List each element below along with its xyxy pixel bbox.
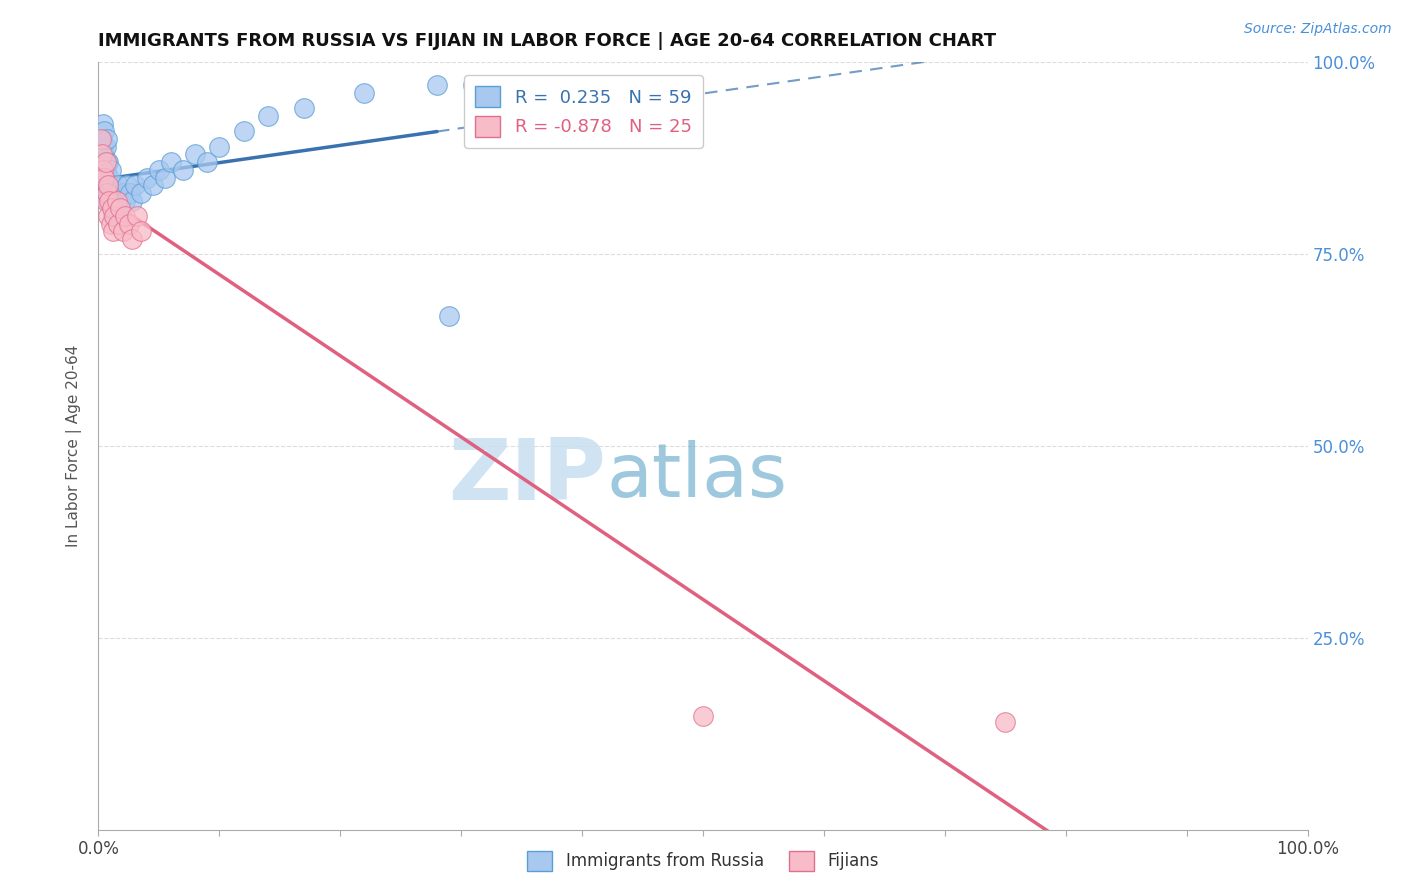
Legend: Immigrants from Russia, Fijians: Immigrants from Russia, Fijians bbox=[519, 842, 887, 880]
Text: IMMIGRANTS FROM RUSSIA VS FIJIAN IN LABOR FORCE | AGE 20-64 CORRELATION CHART: IMMIGRANTS FROM RUSSIA VS FIJIAN IN LABO… bbox=[98, 32, 997, 50]
Point bbox=[100, 194, 122, 208]
Point bbox=[160, 155, 183, 169]
Point bbox=[91, 155, 114, 169]
Point bbox=[97, 178, 120, 193]
Point bbox=[91, 162, 114, 177]
Point bbox=[142, 178, 165, 193]
Point bbox=[426, 78, 449, 93]
Point bbox=[104, 186, 127, 200]
Point bbox=[96, 170, 118, 185]
Point bbox=[121, 194, 143, 208]
Text: atlas: atlas bbox=[606, 440, 787, 513]
Point bbox=[100, 178, 122, 193]
Point bbox=[129, 186, 152, 200]
Point bbox=[107, 217, 129, 231]
Point bbox=[118, 186, 141, 200]
Point bbox=[114, 209, 136, 223]
Point bbox=[108, 194, 131, 208]
Point bbox=[127, 209, 149, 223]
Point bbox=[94, 162, 117, 177]
Point bbox=[172, 162, 194, 177]
Point bbox=[103, 194, 125, 208]
Point bbox=[121, 232, 143, 246]
Point bbox=[135, 170, 157, 185]
Point bbox=[97, 194, 120, 208]
Point bbox=[91, 117, 114, 131]
Point bbox=[111, 186, 134, 200]
Point bbox=[91, 147, 114, 161]
Point bbox=[105, 201, 128, 215]
Point bbox=[101, 186, 124, 200]
Point bbox=[124, 178, 146, 193]
Point bbox=[195, 155, 218, 169]
Point bbox=[208, 140, 231, 154]
Point bbox=[110, 201, 132, 215]
Point bbox=[91, 162, 114, 177]
Point bbox=[117, 178, 139, 193]
Point bbox=[108, 209, 131, 223]
Point bbox=[184, 147, 207, 161]
Point bbox=[97, 178, 120, 193]
Point bbox=[97, 209, 120, 223]
Point bbox=[100, 201, 122, 215]
Point bbox=[90, 132, 112, 146]
Point bbox=[103, 209, 125, 223]
Point bbox=[118, 217, 141, 231]
Point bbox=[91, 132, 114, 146]
Legend: R =  0.235   N = 59, R = -0.878   N = 25: R = 0.235 N = 59, R = -0.878 N = 25 bbox=[464, 75, 703, 148]
Point bbox=[100, 217, 122, 231]
Text: ZIP: ZIP bbox=[449, 435, 606, 518]
Point bbox=[96, 155, 118, 169]
Point bbox=[94, 194, 117, 208]
Point bbox=[692, 709, 714, 723]
Point bbox=[463, 78, 485, 93]
Point bbox=[100, 201, 122, 215]
Point bbox=[93, 147, 115, 161]
Point bbox=[93, 170, 115, 185]
Point bbox=[108, 201, 131, 215]
Point bbox=[232, 124, 254, 138]
Point bbox=[148, 162, 170, 177]
Point bbox=[94, 155, 117, 169]
Point bbox=[93, 170, 115, 185]
Point bbox=[105, 194, 128, 208]
Point bbox=[97, 155, 120, 169]
Point bbox=[256, 109, 278, 123]
Point bbox=[100, 178, 122, 193]
Point bbox=[668, 78, 690, 93]
Point bbox=[101, 209, 124, 223]
Point bbox=[114, 194, 136, 208]
Point bbox=[101, 224, 124, 238]
Point bbox=[98, 194, 121, 208]
Point bbox=[98, 170, 121, 185]
Point bbox=[90, 147, 112, 161]
Y-axis label: In Labor Force | Age 20-64: In Labor Force | Age 20-64 bbox=[66, 345, 83, 547]
Point bbox=[353, 86, 375, 100]
Point bbox=[93, 124, 115, 138]
Point bbox=[107, 178, 129, 193]
Text: Source: ZipAtlas.com: Source: ZipAtlas.com bbox=[1244, 22, 1392, 37]
Point bbox=[129, 224, 152, 238]
Point bbox=[96, 186, 118, 200]
Point bbox=[98, 186, 121, 200]
Point bbox=[94, 178, 117, 193]
Point bbox=[91, 140, 114, 154]
Point bbox=[437, 309, 460, 323]
Point bbox=[96, 186, 118, 200]
Point bbox=[96, 132, 118, 146]
Point bbox=[292, 102, 315, 116]
Point bbox=[93, 155, 115, 169]
Point bbox=[100, 162, 122, 177]
Point bbox=[94, 140, 117, 154]
Point bbox=[994, 715, 1017, 730]
Point bbox=[153, 170, 176, 185]
Point bbox=[111, 224, 134, 238]
